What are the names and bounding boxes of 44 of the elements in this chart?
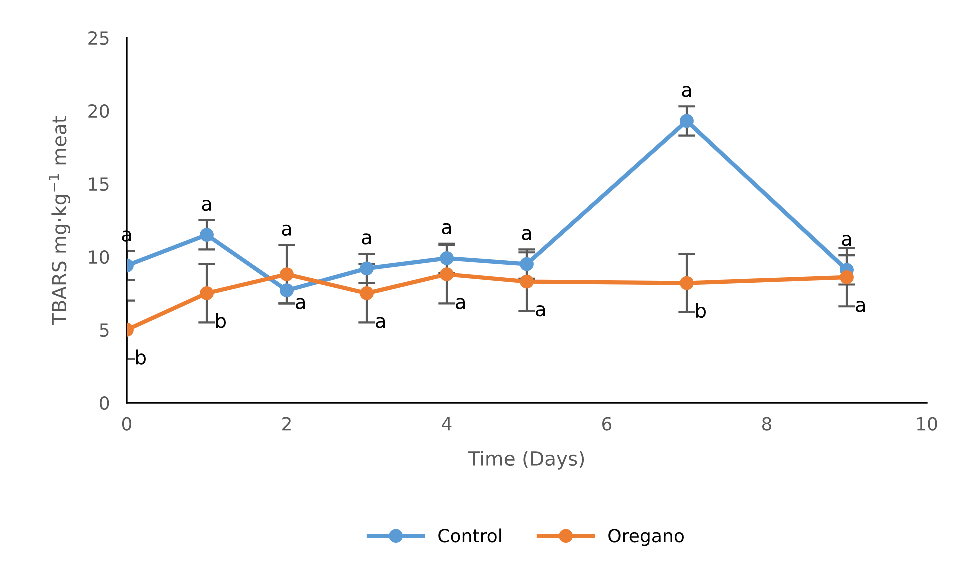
annotation: a (842, 235, 852, 246)
annotation: a (202, 200, 212, 212)
point (520, 257, 534, 272)
y-tick-label: 0 (100, 396, 110, 410)
point (840, 270, 854, 284)
x-tick-label: 8 (762, 417, 772, 431)
y-tick-label: 25 (88, 31, 109, 46)
x-axis-title: Time (Days) (468, 451, 584, 470)
y-tick-label: 15 (89, 178, 109, 192)
annotation: a (296, 298, 306, 310)
annotation: b (216, 313, 226, 328)
point (280, 284, 294, 298)
annotation: a (362, 234, 372, 245)
y-tick-label: 5 (100, 324, 109, 338)
legend-label: Oregano (608, 529, 684, 546)
legend-label: Control (438, 528, 502, 543)
x-tick-label: 0 (122, 417, 132, 431)
annotation: b (136, 350, 146, 365)
annotation: a (522, 229, 532, 240)
point (360, 262, 374, 276)
point (440, 252, 454, 266)
annotation: a (536, 305, 546, 317)
point (680, 114, 694, 128)
point (280, 268, 294, 282)
y-tick-label: 20 (88, 104, 110, 118)
point (200, 286, 214, 300)
annotation: a (442, 223, 452, 235)
point (520, 274, 534, 289)
annotation: a (376, 317, 386, 328)
point (200, 228, 214, 242)
annotation: a (682, 86, 692, 98)
point (440, 268, 454, 282)
annotation: a (282, 224, 292, 236)
annotation: b (696, 303, 706, 318)
point (360, 286, 374, 300)
y-tick-label: 10 (89, 250, 110, 264)
x-tick-label: 10 (917, 417, 938, 431)
annotation: a (856, 301, 866, 312)
annotation: a (456, 298, 466, 310)
x-tick-label: 4 (442, 417, 452, 431)
point (680, 276, 694, 290)
x-tick-label: 6 (602, 417, 612, 431)
x-tick-label: 2 (282, 417, 291, 431)
y-axis-title: TBARS mg·kg$^{−1}$ meat (49, 116, 71, 326)
